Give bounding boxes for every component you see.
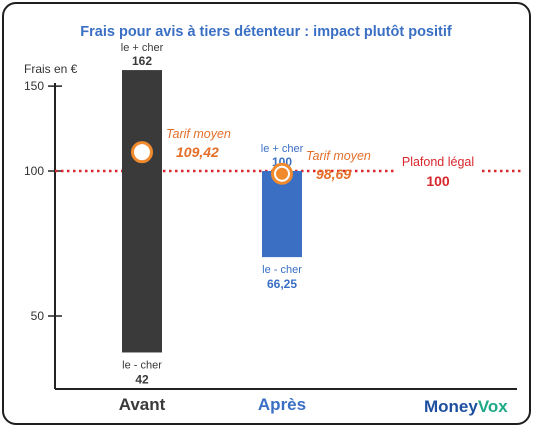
reference-line-label: Plafond légal — [402, 155, 474, 169]
reference-line-value: 100 — [426, 173, 450, 189]
x-category-label: Après — [258, 395, 306, 414]
average-marker-dot — [136, 146, 148, 158]
logo-vox: Vox — [478, 397, 508, 416]
average-value: 98,69 — [316, 166, 351, 182]
chart-title: Frais pour avis à tiers détenteur : impa… — [80, 24, 452, 40]
x-category-label: Avant — [119, 395, 166, 414]
high-label: le + cher — [121, 42, 164, 54]
low-value: 66,25 — [267, 277, 297, 291]
moneyvox-logo: MoneyVox — [424, 397, 508, 416]
y-ticks: 50 100 150 — [24, 79, 62, 323]
high-label: le + cher — [261, 143, 304, 155]
y-tick-label: 100 — [24, 164, 44, 178]
average-label: Tarif moyen — [306, 149, 371, 163]
y-axis-label: Frais en € — [24, 62, 78, 76]
low-label: le - cher — [262, 264, 302, 276]
low-value: 42 — [135, 372, 149, 386]
average-markers: Tarif moyen 109,42 Tarif moyen 98,69 — [133, 127, 371, 183]
average-label: Tarif moyen — [166, 127, 231, 141]
svg-text:MoneyVox: MoneyVox — [424, 397, 508, 416]
chart-svg: Frais pour avis à tiers détenteur : impa… — [4, 4, 529, 423]
bar-avant — [122, 70, 162, 352]
average-marker-dot — [276, 168, 288, 180]
logo-money: Money — [424, 397, 478, 416]
average-value: 109,42 — [176, 144, 219, 160]
y-tick-label: 150 — [24, 79, 44, 93]
y-tick-label: 50 — [31, 309, 45, 323]
low-label: le - cher — [122, 359, 162, 371]
high-value: 162 — [132, 54, 152, 68]
bars — [122, 70, 302, 352]
